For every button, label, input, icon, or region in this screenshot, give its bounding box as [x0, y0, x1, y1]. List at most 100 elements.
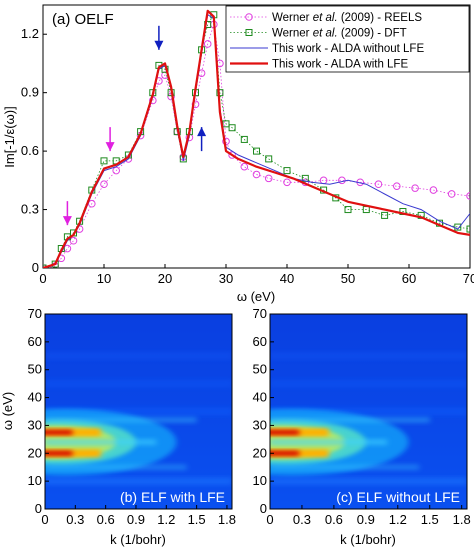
y-tick-label: 0.9: [21, 85, 39, 100]
heatmap-ridge: [45, 428, 101, 437]
heatmap-ridge: [270, 449, 329, 458]
heatmap-ridge: [45, 464, 187, 471]
heatmap-band: [45, 477, 232, 486]
elf-with-lfe-panel: 0 0.3 0.6 0.9 1.2 1.5 1.8 0 10 20 30 40 50 60 70 (b) E…: [0, 306, 236, 547]
x-tick-label: 40: [280, 271, 294, 286]
oelf-legend: Werner et al. (2009) - REELS Werner et al…: [225, 5, 470, 73]
dft-point: [253, 147, 260, 155]
heatmap-ridge-core: [45, 450, 73, 456]
x-tick-label: 0.3: [66, 512, 84, 527]
oelf-panel: 0 10 20 30 40 50 60 70 0 0.3 0.6 0.9 1.2 (a) OELF ω …: [2, 4, 474, 304]
heatmap-band: [270, 379, 467, 388]
dft-point: [466, 225, 470, 233]
y-tick-label: 40: [28, 390, 42, 405]
legend-entry: Werner et al. (2009) - DFT: [230, 28, 407, 40]
heatmap-ridge-core: [270, 450, 300, 456]
reels-point: [264, 174, 273, 183]
x-tick-label: 20: [158, 271, 172, 286]
elf-c-ticks: 0 0.3 0.6 0.9 1.2 1.5 1.8 0 10 20 30 40 50 60 70: [253, 306, 471, 527]
legend-label: This work - ALDA without LFE: [272, 43, 424, 55]
y-tick-label: 30: [253, 417, 267, 432]
y-tick-label: 1.2: [21, 26, 39, 41]
reels-point: [112, 166, 120, 175]
dft-point: [454, 223, 462, 231]
heatmap-ridge: [270, 416, 430, 423]
heatmap-ridge: [270, 439, 388, 446]
x-tick-label: 1.2: [157, 512, 175, 527]
heatmap-ridge: [45, 449, 101, 458]
legend-circle-marker: [245, 13, 253, 21]
heatmap-ridge-core: [45, 429, 73, 435]
x-tick-label: 0.9: [357, 512, 375, 527]
reels-point: [203, 40, 212, 48]
x-tick-label: 0.3: [293, 512, 311, 527]
reels-point: [374, 180, 383, 189]
up-arrow: [197, 127, 207, 152]
legend-entry: This work - ALDA without LFE: [230, 43, 424, 55]
heatmap-ridge: [45, 416, 197, 423]
y-tick-label: 0: [32, 260, 39, 275]
heatmap-band: [270, 477, 467, 486]
dft-point: [283, 167, 291, 175]
y-tick-label: 40: [253, 390, 267, 405]
x-tick-label: 1.8: [453, 512, 471, 527]
elf-b-x-axis-label: k (1/bohr): [110, 532, 166, 547]
reels-point: [228, 151, 236, 159]
oelf-arrows: [62, 25, 207, 226]
x-tick-label: 10: [97, 271, 111, 286]
x-tick-label: 0.6: [97, 512, 115, 527]
y-tick-label: 20: [28, 445, 42, 460]
oelf-series: [43, 9, 470, 268]
dft-point: [265, 155, 273, 163]
y-tick-label: 0: [260, 501, 267, 516]
x-tick-label: 1.8: [218, 512, 236, 527]
down-arrow: [154, 25, 164, 50]
reels-point: [429, 186, 438, 194]
dft-line: [43, 13, 470, 268]
elf-b-heatmap: [45, 351, 232, 486]
y-tick-label: 0.3: [21, 202, 39, 217]
dft-point: [240, 135, 248, 143]
dft-point: [228, 124, 236, 132]
y-tick-label: 60: [28, 334, 42, 349]
reels-point: [283, 178, 291, 187]
elf-b-label: (b) ELF with LFE: [120, 489, 225, 505]
dft-point: [222, 120, 230, 128]
oelf-y-axis-label: Im[-1/ε(ω)]: [2, 106, 17, 167]
elf-b-y-axis-label: ω (eV): [0, 392, 15, 430]
x-tick-label: 1.5: [188, 512, 206, 527]
reels-point: [240, 162, 249, 171]
elf-c-label: (c) ELF without LFE: [336, 489, 460, 505]
legend-label: This work - ALDA with LFE: [272, 59, 408, 71]
x-tick-label: 1.5: [421, 512, 439, 527]
x-tick-label: 60: [402, 271, 416, 286]
reels-point: [338, 176, 346, 185]
y-tick-label: 10: [28, 473, 42, 488]
legend-entry: This work - ALDA with LFE: [230, 59, 408, 71]
y-tick-label: 10: [253, 473, 267, 488]
reels-point: [100, 180, 108, 189]
heatmap-ridge: [270, 428, 329, 437]
dft-point: [381, 211, 389, 219]
x-tick-label: 70: [463, 271, 474, 286]
reels-point: [447, 190, 456, 198]
elf-c-frame: [269, 313, 468, 510]
reels-point: [411, 184, 419, 192]
heatmap-ridge: [270, 464, 420, 471]
y-tick-label: 50: [28, 362, 42, 377]
dft-point: [100, 157, 108, 165]
heatmap-band: [270, 407, 467, 416]
dft-point: [344, 206, 352, 214]
elf-c-x-axis-label: k (1/bohr): [340, 532, 396, 547]
y-tick-label: 70: [28, 306, 42, 321]
x-tick-label: 0.9: [127, 512, 145, 527]
y-tick-label: 60: [253, 334, 267, 349]
elf-c-heatmap: [270, 351, 467, 486]
elf-without-lfe-panel: 0 0.3 0.6 0.9 1.2 1.5 1.8 0 10 20 30 40 50 60 70 (c) E…: [253, 306, 471, 547]
heatmap-band: [45, 407, 232, 416]
x-tick-label: 30: [219, 271, 233, 286]
down-arrow: [105, 127, 115, 152]
y-tick-label: 0: [35, 501, 42, 516]
x-tick-label: 50: [341, 271, 355, 286]
